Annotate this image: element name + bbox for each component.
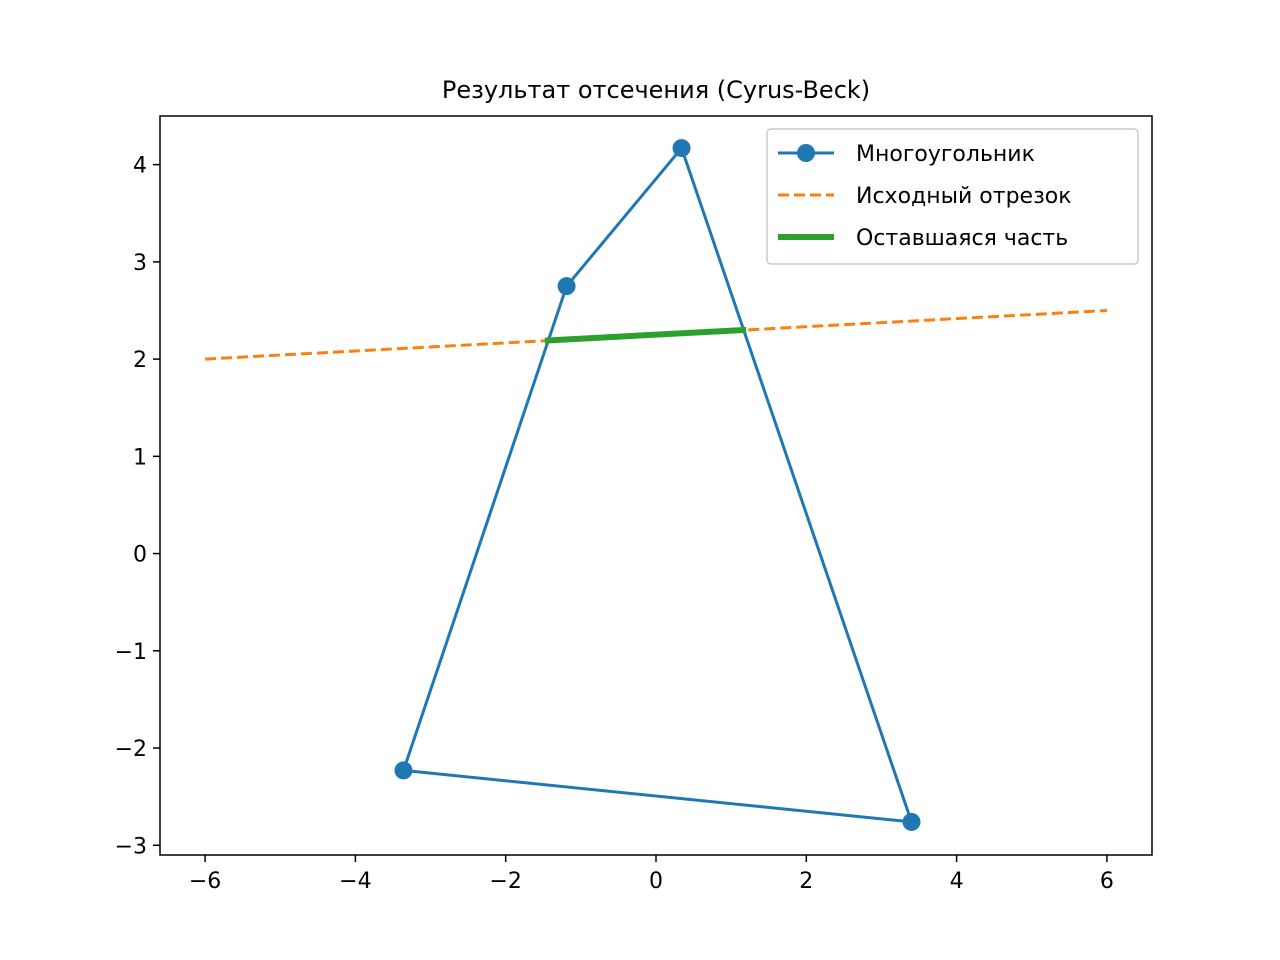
series-0-point-0 xyxy=(394,761,413,780)
y-tick-label-1: −2 xyxy=(115,737,147,762)
axes: −6 −4 −2 0 2 4 6 −3 −2 −1 0 1 2 3 4 xyxy=(115,154,1114,894)
x-tick-label-5: 4 xyxy=(950,869,964,894)
x-tick-label-4: 2 xyxy=(799,869,813,894)
y-tick-label-5: 2 xyxy=(133,348,147,373)
legend-marker-0 xyxy=(797,144,815,162)
y-tick-label-4: 1 xyxy=(133,445,147,470)
y-tick-label-0: −3 xyxy=(115,834,147,859)
series-0-point-3 xyxy=(557,277,576,296)
y-tick-label-6: 3 xyxy=(133,251,147,276)
series-0-point-2 xyxy=(672,139,691,158)
x-tick-label-0: −6 xyxy=(189,869,221,894)
y-tick-label-2: −1 xyxy=(115,640,147,665)
x-tick-label-6: 6 xyxy=(1100,869,1114,894)
y-tick-label-7: 4 xyxy=(133,154,147,179)
legend-label-0: Многоугольник xyxy=(856,142,1035,167)
legend-label-2: Оставшаяся часть xyxy=(856,226,1068,251)
x-tick-label-3: 0 xyxy=(649,869,663,894)
chart-title: Результат отсечения (Cyrus-Beck) xyxy=(442,76,870,104)
series-line-2 xyxy=(544,326,747,344)
y-tick-label-3: 0 xyxy=(133,543,147,568)
series-0-point-1 xyxy=(902,812,921,831)
x-tick-label-2: −2 xyxy=(489,869,521,894)
legend-box xyxy=(766,128,1139,265)
legend-label-1: Исходный отрезок xyxy=(856,184,1072,209)
legend: Многоугольник Исходный отрезок Оставшаяся … xyxy=(766,128,1139,265)
plot-area xyxy=(205,139,1107,831)
x-tick-label-1: −4 xyxy=(339,869,371,894)
